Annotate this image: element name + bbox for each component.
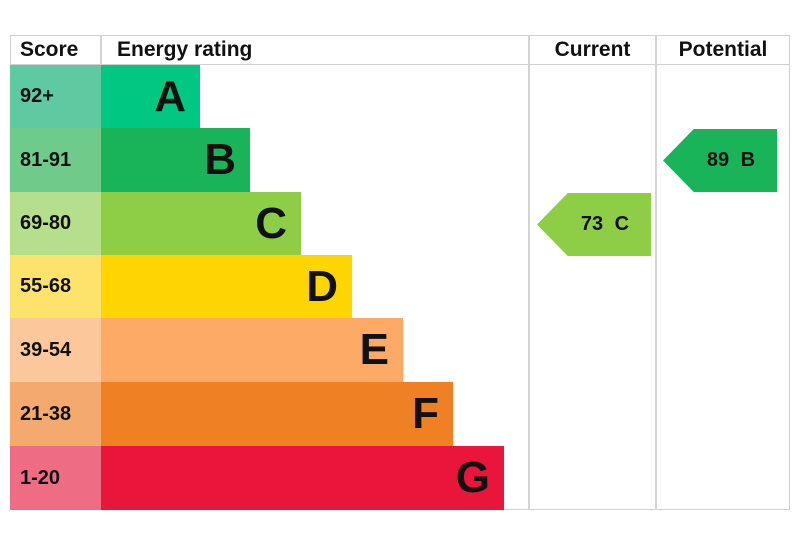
rating-bar-c: C xyxy=(101,192,301,255)
divider xyxy=(528,35,530,510)
rating-letter: D xyxy=(306,261,338,311)
rating-bar-e: E xyxy=(101,318,403,382)
score-range-f: 21-38 xyxy=(10,382,101,446)
rating-letter: B xyxy=(204,135,236,184)
score-range-e: 39-54 xyxy=(10,318,101,382)
rating-letter: F xyxy=(412,389,439,438)
divider xyxy=(655,35,657,510)
score-range-d: 55-68 xyxy=(10,255,101,318)
rating-bar-b: B xyxy=(101,128,250,192)
header-potential: Potential xyxy=(656,35,790,65)
rating-letter: A xyxy=(154,71,186,121)
header-energy-rating: Energy rating xyxy=(101,35,529,65)
rating-bar-d: D xyxy=(101,255,352,318)
rating-bar-f: F xyxy=(101,382,453,446)
score-range-g: 1-20 xyxy=(10,446,101,510)
header-current: Current xyxy=(529,35,656,65)
rating-letter: C xyxy=(255,198,287,248)
rating-letter: G xyxy=(455,453,490,502)
score-range-c: 69-80 xyxy=(10,192,101,255)
score-range-b: 81-91 xyxy=(10,128,101,192)
score-range-a: 92+ xyxy=(10,65,101,128)
current-rating-label: 73 C xyxy=(580,213,630,235)
rating-bar-a: A xyxy=(101,65,200,128)
rating-letter: E xyxy=(359,325,389,374)
rating-bar-g: G xyxy=(101,446,504,510)
potential-rating-label: 89 B xyxy=(706,149,756,171)
header-score: Score xyxy=(10,35,101,65)
